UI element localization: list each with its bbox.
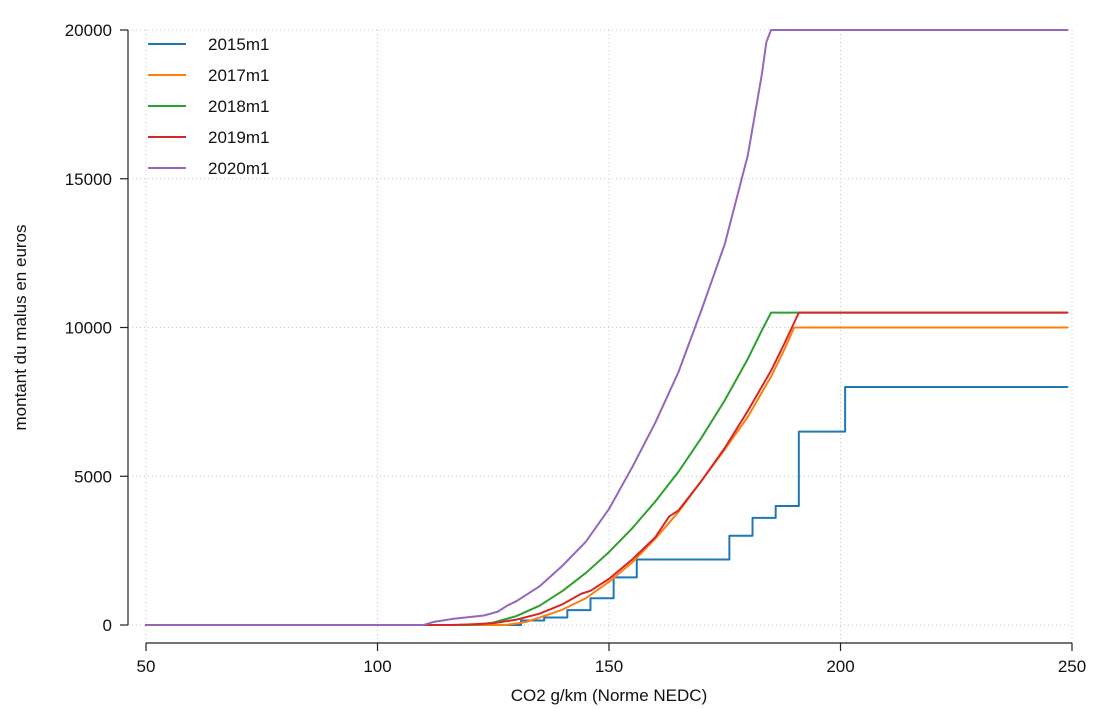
series-line-2020m1 [145,29,1069,626]
y-tick-label: 5000 [74,467,112,486]
series-line-2015m1 [145,386,1069,626]
x-tick-label: 50 [137,657,156,676]
legend-label-2015m1: 2015m1 [208,35,269,54]
y-tick-label: 20000 [65,21,112,40]
x-tick-label: 100 [363,657,391,676]
y-axis-label: montant du malus en euros [11,224,30,430]
series-line-2017m1 [145,326,1069,626]
legend: 2015m1 2017m1 2018m1 2019m1 2020m1 [148,35,269,178]
x-tick-label: 200 [826,657,854,676]
legend-label-2019m1: 2019m1 [208,128,269,147]
y-tick-label: 15000 [65,170,112,189]
legend-label-2018m1: 2018m1 [208,97,269,116]
x-axis-label: CO2 g/km (Norme NEDC) [511,686,707,705]
x-tick-label: 250 [1058,657,1086,676]
axes: 0 5000 10000 15000 20000 50 100 150 200 250 [65,21,1086,676]
series-line-2019m1 [145,311,1069,626]
y-tick-label: 10000 [65,319,112,338]
gridlines [128,29,1073,643]
series-lines [145,29,1069,626]
x-tick-label: 150 [595,657,623,676]
legend-label-2017m1: 2017m1 [208,66,269,85]
y-tick-label: 0 [103,616,112,635]
legend-label-2020m1: 2020m1 [208,159,269,178]
